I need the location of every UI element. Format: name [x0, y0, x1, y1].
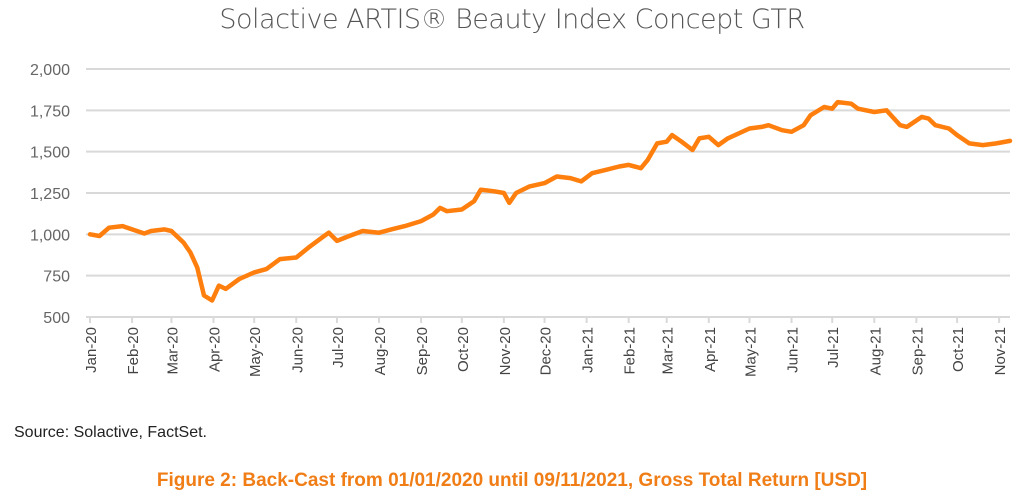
x-tick-label: Sep-20	[414, 327, 431, 375]
x-tick-label: Jan-21	[580, 327, 597, 373]
chart-title: Solactive ARTIS® Beauty Index Concept GT…	[219, 4, 805, 35]
source-note: Source: Solactive, FactSet.	[14, 424, 207, 441]
line-chart: 500 750 1,000 1,250 1,500 1,750 2,000 Jan-20 Feb…	[30, 62, 1013, 377]
x-tick-label: May-20	[247, 327, 264, 377]
y-tick-label: 1,750	[30, 103, 70, 120]
x-tick-label: Jul-20	[330, 327, 347, 368]
y-tick-label: 750	[43, 269, 70, 286]
x-tick-label: Jun-21	[785, 327, 802, 373]
y-tick-label: 2,000	[30, 62, 70, 79]
x-tick-label: Feb-21	[622, 327, 639, 375]
x-tick-label: Oct-20	[455, 327, 472, 372]
x-tick-label: Aug-21	[867, 327, 884, 375]
index-series-line	[87, 99, 1013, 303]
x-tick-label: Jun-20	[289, 327, 306, 373]
x-tick-label: Jan-20	[83, 327, 100, 373]
y-tick-label: 1,500	[30, 145, 70, 162]
x-tick-label: Mar-20	[164, 327, 181, 375]
figure-caption: Figure 2: Back-Cast from 01/01/2020 unti…	[156, 470, 868, 491]
x-tick-label: Nov-20	[497, 327, 514, 375]
x-tick-label: May-21	[742, 327, 759, 377]
x-tick-label: Apr-21	[702, 327, 719, 372]
x-tick-label: Apr-20	[206, 327, 223, 372]
x-tick-label: Aug-20	[372, 327, 389, 375]
y-tick-label: 1,250	[30, 186, 70, 203]
x-tick-label: Oct-21	[950, 327, 967, 372]
x-tick-label: Jul-21	[825, 327, 842, 368]
x-tick-label: Feb-20	[125, 327, 142, 375]
x-tick-label: Mar-21	[660, 327, 677, 375]
x-tick-label: Sep-21	[909, 327, 926, 375]
x-tick-label: Dec-20	[538, 327, 555, 375]
y-tick-label: 1,000	[30, 227, 70, 244]
y-tick-label: 500	[43, 310, 70, 327]
x-tick-label: Nov-21	[992, 327, 1009, 375]
